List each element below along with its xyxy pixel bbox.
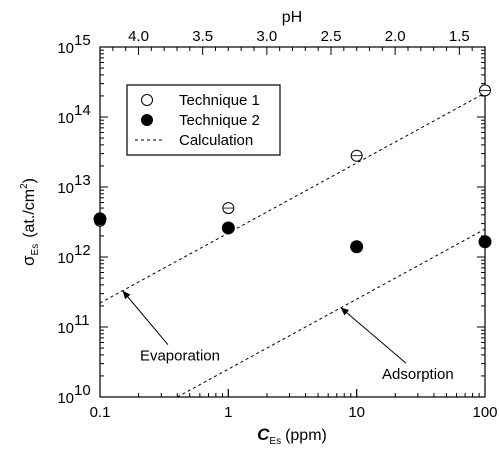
x-tick-label: 100 <box>472 404 497 421</box>
calculation-lines <box>99 92 486 398</box>
y-axis-title-main: σ <box>19 255 38 266</box>
calculation-line-adsorption <box>177 228 486 398</box>
legend-label: Technique 1 <box>179 92 260 109</box>
annotation-evaporation: Evaporation <box>140 348 220 365</box>
legend-label: Technique 2 <box>179 112 260 129</box>
x2-tick-label: 4.0 <box>128 28 149 45</box>
legend-label: Calculation <box>179 132 253 149</box>
y-axis-title-sub: Es <box>30 244 41 256</box>
y-tick-label: 10 <box>57 250 74 267</box>
x2-tick-label: 2.5 <box>321 28 342 45</box>
y-tick-label-exponent: 11 <box>74 312 90 329</box>
x-axis-title-unit: (ppm) <box>285 427 327 444</box>
technique-2-point <box>93 212 107 226</box>
x2-tick-label: 3.5 <box>192 28 213 45</box>
y-tick-label: 10 <box>57 390 74 407</box>
x-axis-title-sub: Es <box>269 436 281 447</box>
annotation-arrow-shaft <box>340 307 407 364</box>
annotation-arrow-head <box>340 307 349 316</box>
y-tick-label-exponent: 10 <box>74 382 91 399</box>
annotation-arrow-head <box>122 290 131 300</box>
x2-axis-title: pH <box>282 9 302 26</box>
y-axis-title: σEs (at./cm2) <box>19 178 41 266</box>
y-tick-label: 10 <box>57 110 74 127</box>
data-points <box>93 84 492 254</box>
y-axis-title-unit: (at./cm <box>21 189 38 238</box>
legend: Technique 1 Technique 2 Calculation <box>126 84 281 156</box>
x-tick-label: 1 <box>224 404 232 421</box>
annotation-arrow-shaft <box>122 290 169 346</box>
legend-marker-open-circle <box>141 94 153 106</box>
technique-2-point <box>350 240 364 254</box>
y-tick-label-exponent: 13 <box>74 172 91 189</box>
x2-tick-label: 3.0 <box>256 28 277 45</box>
y-axis-title-unit-end: ) <box>21 178 38 183</box>
x-axis-title: CEs (ppm) <box>257 425 327 447</box>
x-tick-label: 0.1 <box>90 404 111 421</box>
technique-2-point <box>221 221 235 235</box>
y-tick-label-exponent: 15 <box>74 32 91 49</box>
x2-tick-label: 2.0 <box>385 28 406 45</box>
x-tick-label: 10 <box>348 404 365 421</box>
annotation-adsorption: Adsorption <box>382 366 454 383</box>
y-axis-title-unit-sup: 2 <box>19 183 30 189</box>
x2-tick-label: 1.5 <box>449 28 470 45</box>
y-tick-label-exponent: 12 <box>74 242 91 259</box>
y-tick-label: 10 <box>57 180 74 197</box>
calculation-line-evaporation <box>99 92 486 304</box>
annotations: Evaporation Adsorption <box>122 290 454 383</box>
y-tick-label: 10 <box>57 320 74 337</box>
x-axis-title-main: C <box>257 425 270 444</box>
y-tick-label: 10 <box>57 40 74 57</box>
technique-2-point <box>478 235 492 249</box>
legend-marker-filled-circle <box>141 114 153 126</box>
y-tick-label-exponent: 14 <box>74 102 91 119</box>
